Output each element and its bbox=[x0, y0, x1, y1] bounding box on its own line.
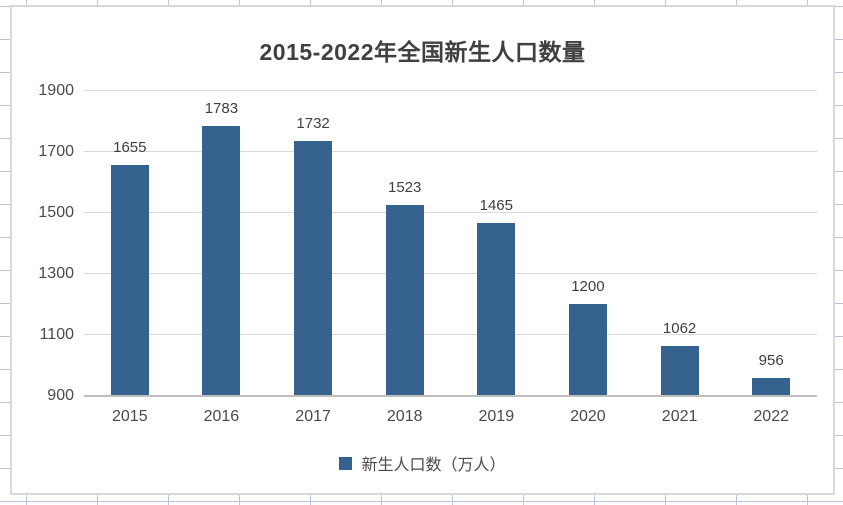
bar-2022[interactable] bbox=[752, 377, 791, 395]
data-label-2015: 1655 bbox=[113, 138, 147, 156]
gridline-1700 bbox=[84, 151, 817, 152]
y-axis: 1900 1700 1500 1300 1100 900 bbox=[12, 82, 74, 404]
y-tick-label-1300: 1300 bbox=[38, 264, 74, 282]
plot-area: 1655 2015 1783 2016 1732 2017 1523 2018 1465 2019… bbox=[84, 90, 817, 425]
data-label-2017: 1732 bbox=[296, 115, 330, 133]
bar-2015[interactable] bbox=[110, 164, 149, 395]
bar-2019[interactable] bbox=[477, 222, 516, 395]
data-label-2022: 956 bbox=[758, 351, 784, 369]
x-axis-label-2017: 2017 bbox=[295, 408, 331, 425]
chart-title: 2015-2022年全国新生人口数量 bbox=[259, 39, 586, 65]
x-axis-label-2021: 2021 bbox=[661, 408, 698, 425]
x-axis-label-2015: 2015 bbox=[112, 408, 148, 425]
y-tick-label-1900: 1900 bbox=[38, 81, 74, 99]
legend-label: 新生人口数（万人） bbox=[361, 457, 506, 474]
x-axis-label-2016: 2016 bbox=[203, 408, 240, 425]
data-label-2020: 1200 bbox=[571, 277, 605, 295]
x-axis-label-2020: 2020 bbox=[570, 408, 606, 425]
bar-2016[interactable] bbox=[202, 125, 241, 395]
x-axis-label-2018: 2018 bbox=[386, 408, 423, 425]
x-axis-label-2022: 2022 bbox=[753, 408, 789, 425]
legend-swatch-icon bbox=[339, 456, 353, 470]
gridline-1900 bbox=[84, 90, 817, 91]
y-tick-label-900: 900 bbox=[47, 386, 74, 404]
bar-2018[interactable] bbox=[385, 205, 424, 395]
legend[interactable]: 新生人口数（万人） bbox=[12, 451, 833, 475]
data-label-2021: 1062 bbox=[662, 319, 697, 337]
x-axis-label-2019: 2019 bbox=[478, 408, 515, 425]
data-label-2016: 1783 bbox=[204, 99, 239, 117]
bar-2021[interactable] bbox=[660, 345, 699, 395]
y-tick-label-1700: 1700 bbox=[38, 142, 74, 160]
chart-area[interactable]: 2015-2022年全国新生人口数量 1900 1700 1500 1300 1100 9… bbox=[10, 5, 835, 495]
bar-2020[interactable] bbox=[568, 303, 607, 395]
data-label-2018: 1523 bbox=[388, 179, 422, 196]
gridline-1100 bbox=[84, 334, 817, 335]
y-tick-label-1100: 1100 bbox=[39, 325, 74, 343]
gridline-1300 bbox=[84, 273, 817, 274]
gridline-1500 bbox=[84, 212, 817, 213]
bar-2017[interactable] bbox=[294, 141, 333, 395]
data-label-2019: 1465 bbox=[479, 196, 513, 214]
y-tick-label-1500: 1500 bbox=[38, 203, 74, 221]
